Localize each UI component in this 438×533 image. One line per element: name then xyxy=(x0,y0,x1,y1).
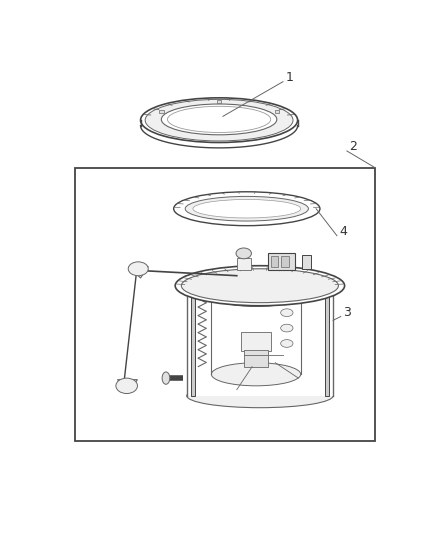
Ellipse shape xyxy=(173,192,320,225)
Bar xyxy=(282,256,289,267)
Bar xyxy=(237,258,251,270)
Text: 2: 2 xyxy=(349,140,357,153)
Bar xyxy=(271,256,279,267)
Ellipse shape xyxy=(193,199,301,218)
Ellipse shape xyxy=(236,248,251,259)
Ellipse shape xyxy=(145,99,293,141)
Polygon shape xyxy=(117,379,138,391)
Polygon shape xyxy=(187,287,333,396)
Bar xyxy=(217,100,221,103)
Bar xyxy=(240,332,272,351)
Bar xyxy=(275,110,279,113)
Bar xyxy=(75,168,375,441)
Bar xyxy=(268,253,294,270)
Ellipse shape xyxy=(141,98,298,142)
Bar xyxy=(159,110,163,113)
Ellipse shape xyxy=(162,372,170,384)
Ellipse shape xyxy=(175,265,345,306)
Polygon shape xyxy=(129,266,148,278)
Text: 4: 4 xyxy=(339,225,347,238)
Ellipse shape xyxy=(185,196,308,221)
Ellipse shape xyxy=(212,363,301,386)
Ellipse shape xyxy=(128,262,148,276)
Ellipse shape xyxy=(281,340,293,348)
Ellipse shape xyxy=(212,284,301,306)
Bar xyxy=(191,287,195,396)
Ellipse shape xyxy=(161,104,277,135)
Ellipse shape xyxy=(187,384,333,408)
Bar xyxy=(302,255,311,269)
Ellipse shape xyxy=(281,324,293,332)
Bar xyxy=(244,350,268,367)
Text: 1: 1 xyxy=(285,71,293,84)
Bar xyxy=(325,287,329,396)
Ellipse shape xyxy=(181,269,339,303)
Ellipse shape xyxy=(116,378,138,393)
Text: 3: 3 xyxy=(343,306,351,319)
Ellipse shape xyxy=(281,309,293,317)
